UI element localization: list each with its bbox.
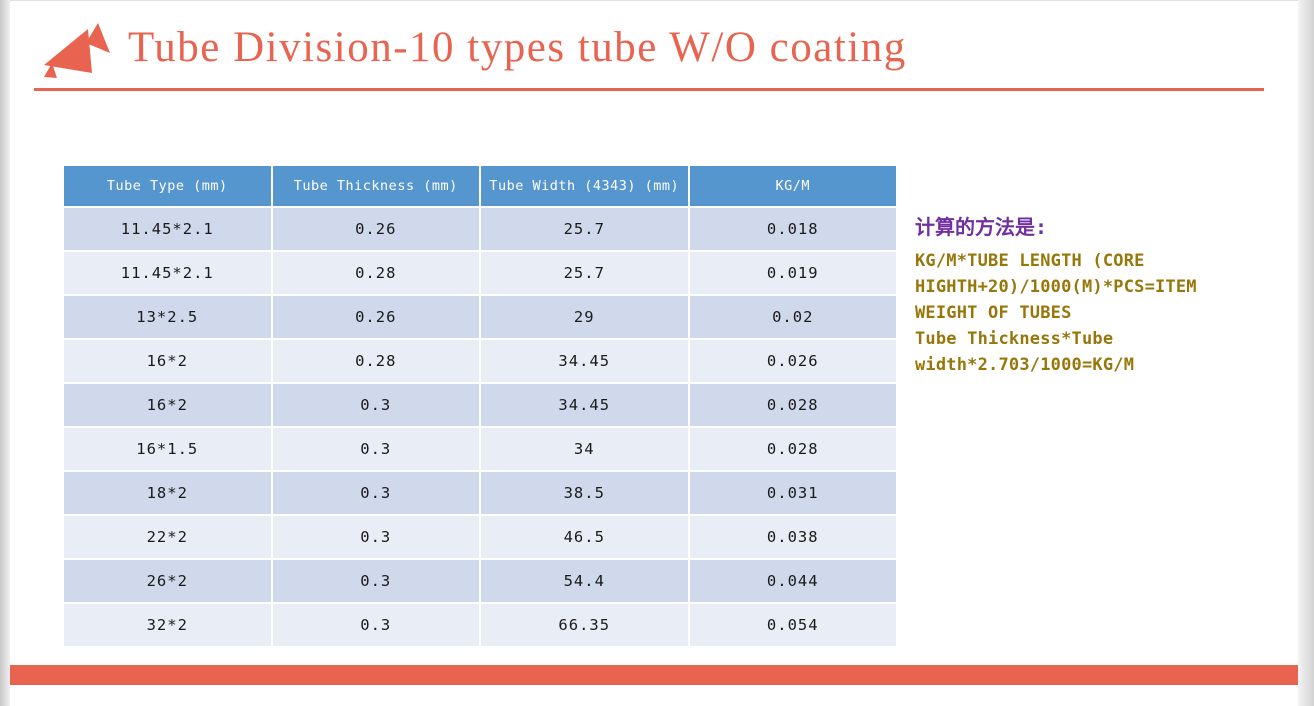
left-gutter — [0, 0, 10, 706]
table-cell: 11.45*2.1 — [64, 208, 271, 250]
bottom-accent-bar — [10, 665, 1298, 685]
table-cell: 66.35 — [481, 604, 688, 646]
table-cell: 0.3 — [272, 384, 479, 426]
table-row: 26*2 0.3 54.4 0.044 — [64, 560, 896, 602]
column-header: KG/M — [689, 166, 896, 206]
table-cell: 0.3 — [272, 428, 479, 470]
table-row: 16*2 0.3 34.45 0.028 — [64, 384, 896, 426]
table-cell: 0.019 — [689, 252, 896, 294]
table-cell: 16*2 — [64, 340, 271, 382]
note-heading: 计算的方法是: — [915, 215, 1048, 239]
table-row: 18*2 0.3 38.5 0.031 — [64, 472, 896, 514]
table-cell: 0.28 — [272, 252, 479, 294]
table-cell: 0.3 — [272, 472, 479, 514]
table-cell: 18*2 — [64, 472, 271, 514]
title-underline — [34, 88, 1264, 91]
note-line: WEIGHT OF TUBES — [915, 303, 1072, 323]
table-cell: 16*1.5 — [64, 428, 271, 470]
tube-spec-table: Tube Type (mm) Tube Thickness (mm) Tube Wi… — [62, 164, 898, 648]
table-cell: 25.7 — [481, 252, 688, 294]
table-cell: 0.3 — [272, 560, 479, 602]
table-body: 11.45*2.1 0.26 25.7 0.018 11.45*2.1 0.28 25.7 0… — [64, 208, 896, 646]
table-cell: 54.4 — [481, 560, 688, 602]
table-cell: 0.3 — [272, 516, 479, 558]
table-cell: 0.028 — [689, 384, 896, 426]
table-row: 13*2.5 0.26 29 0.02 — [64, 296, 896, 338]
table-row: 22*2 0.3 46.5 0.038 — [64, 516, 896, 558]
table-cell: 38.5 — [481, 472, 688, 514]
table-cell: 26*2 — [64, 560, 271, 602]
table-cell: 32*2 — [64, 604, 271, 646]
slide: Tube Division-10 types tube W/O coating … — [10, 0, 1298, 706]
table-row: 11.45*2.1 0.26 25.7 0.018 — [64, 208, 896, 250]
table-cell: 13*2.5 — [64, 296, 271, 338]
column-header: Tube Width (4343) (mm) — [481, 166, 688, 206]
table-cell: 0.26 — [272, 296, 479, 338]
table-row: 11.45*2.1 0.28 25.7 0.019 — [64, 252, 896, 294]
column-header: Tube Type (mm) — [64, 166, 271, 206]
table-row: 16*1.5 0.3 34 0.028 — [64, 428, 896, 470]
table-cell: 0.3 — [272, 604, 479, 646]
table-cell: 46.5 — [481, 516, 688, 558]
note-line: Tube Thickness*Tube — [915, 329, 1114, 349]
table-cell: 0.044 — [689, 560, 896, 602]
table-cell: 25.7 — [481, 208, 688, 250]
table-cell: 16*2 — [64, 384, 271, 426]
table-cell: 22*2 — [64, 516, 271, 558]
calculation-note: 计算的方法是: KG/M*TUBE LENGTH (CORE HIGHTH+20)… — [915, 211, 1275, 378]
table-cell: 29 — [481, 296, 688, 338]
table-cell: 0.02 — [689, 296, 896, 338]
table-cell: 0.018 — [689, 208, 896, 250]
table-head: Tube Type (mm) Tube Thickness (mm) Tube Wi… — [64, 166, 896, 206]
table-header-row: Tube Type (mm) Tube Thickness (mm) Tube Wi… — [64, 166, 896, 206]
table-cell: 0.28 — [272, 340, 479, 382]
table-cell: 34 — [481, 428, 688, 470]
table-cell: 0.028 — [689, 428, 896, 470]
table-row: 16*2 0.28 34.45 0.026 — [64, 340, 896, 382]
note-line: KG/M*TUBE LENGTH (CORE — [915, 251, 1145, 271]
right-gutter — [1298, 0, 1314, 706]
table-cell: 11.45*2.1 — [64, 252, 271, 294]
table-row: 32*2 0.3 66.35 0.054 — [64, 604, 896, 646]
table-cell: 0.026 — [689, 340, 896, 382]
note-line: HIGHTH+20)/1000(M)*PCS=ITEM — [915, 277, 1197, 297]
table-cell: 34.45 — [481, 384, 688, 426]
logo-triangles-icon — [44, 23, 110, 78]
table-cell: 0.054 — [689, 604, 896, 646]
slide-title: Tube Division-10 types tube W/O coating — [128, 24, 907, 71]
note-line: width*2.703/1000=KG/M — [915, 355, 1135, 375]
note-lines: KG/M*TUBE LENGTH (CORE HIGHTH+20)/1000(M)… — [915, 248, 1275, 378]
table-cell: 0.031 — [689, 472, 896, 514]
table-cell: 0.038 — [689, 516, 896, 558]
table-cell: 0.26 — [272, 208, 479, 250]
table-cell: 34.45 — [481, 340, 688, 382]
column-header: Tube Thickness (mm) — [272, 166, 479, 206]
